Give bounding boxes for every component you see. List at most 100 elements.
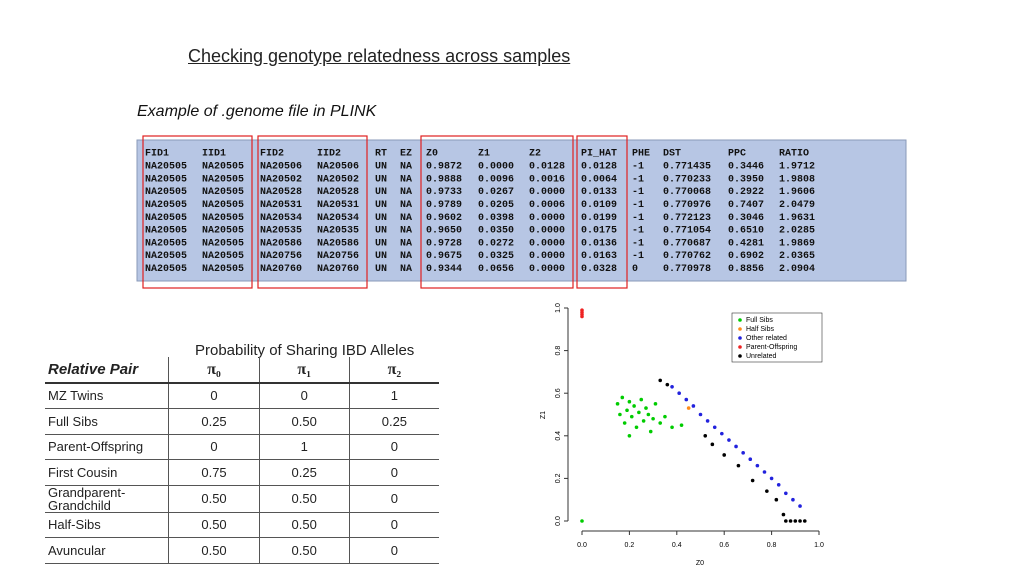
cell: UN — [375, 200, 387, 211]
cell: NA — [400, 264, 412, 275]
point — [712, 425, 717, 430]
cell: 0.6510 — [728, 226, 764, 237]
point — [765, 489, 769, 493]
point — [625, 408, 629, 413]
point — [665, 382, 670, 387]
highlight-box — [576, 135, 628, 289]
cell: NA20505 — [145, 200, 187, 211]
cell: 0.25 — [348, 408, 439, 435]
cell: 0.9728 — [426, 238, 462, 249]
point — [670, 425, 674, 430]
cell: NA — [400, 238, 412, 249]
cell: 1.9808 — [779, 174, 815, 185]
cell: 0.0272 — [478, 238, 514, 249]
cell: NA20505 — [145, 264, 187, 275]
cell: 0.0000 — [529, 187, 565, 198]
point — [788, 519, 793, 523]
header-cell: Z1 — [478, 149, 490, 160]
point — [679, 423, 684, 427]
point — [653, 402, 658, 406]
y-axis-label: Z1 — [540, 411, 547, 419]
cell: 2.0479 — [779, 200, 815, 211]
cell: 1 — [348, 382, 439, 409]
cell: UN — [375, 213, 387, 224]
scatter-chart: 0.0 0.2 0.4 0.6 0.8 1.0 0.0 0.2 0.4 0.6 0.8 1.0 Z0 Z1… — [540, 303, 824, 567]
header-cell: IID2 — [317, 149, 341, 160]
cell: 1.9631 — [779, 213, 815, 224]
cell: NA20505 — [202, 174, 244, 185]
x-tick-label: 0.2 — [625, 542, 635, 549]
cell: 0.50 — [168, 485, 260, 513]
point — [741, 451, 745, 455]
x-tick-label: 1.0 — [814, 542, 824, 549]
cell: NA20535 — [317, 226, 359, 237]
cell: 0.0000 — [529, 226, 565, 237]
cell: 0 — [348, 485, 439, 513]
genome-table: FID1 IID1 FID2 IID2 RT EZ Z0 Z1 Z2 PI_HAT PHE DST PP… — [136, 135, 907, 289]
point — [776, 482, 781, 487]
point — [703, 434, 708, 438]
cell: 0.50 — [258, 512, 350, 538]
cell: 0.9888 — [426, 174, 462, 185]
highlight-box — [257, 135, 368, 289]
cell: UN — [375, 251, 387, 262]
cell: 1.9869 — [779, 238, 815, 249]
cell: 0 — [632, 264, 638, 275]
cell: UN — [375, 187, 387, 198]
cell: 0 — [168, 434, 260, 460]
cell: 0.0000 — [529, 264, 565, 275]
point — [781, 512, 786, 517]
header-cell: RATIO — [779, 149, 809, 160]
header-cell: π₂ — [348, 357, 439, 384]
cell: 1.9712 — [779, 162, 815, 173]
cell: 0.770687 — [663, 238, 711, 249]
cell: 0.0000 — [529, 251, 565, 262]
cell: 0.9789 — [426, 200, 462, 211]
cell: NA20535 — [260, 226, 302, 237]
header-cell: FID1 — [145, 149, 169, 160]
point — [627, 434, 632, 438]
point — [646, 412, 651, 417]
y-tick-label: 1.0 — [555, 303, 562, 313]
header-cell: π₁ — [258, 357, 350, 384]
legend-marker — [738, 345, 742, 349]
cell: 0.0128 — [529, 162, 565, 173]
point — [670, 385, 674, 389]
point — [736, 463, 741, 468]
cell: 0.0000 — [529, 213, 565, 224]
header-cell: Z0 — [426, 149, 438, 160]
cell: 0.0325 — [478, 251, 514, 262]
point — [798, 519, 802, 523]
cell: 0.3950 — [728, 174, 764, 185]
cell: -1 — [632, 251, 644, 262]
cell: 1 — [258, 434, 350, 460]
row: Grandparent-Grandchild 0.50 0.50 0 — [45, 485, 439, 513]
cell: -1 — [632, 238, 644, 249]
point — [798, 504, 802, 508]
cell: 0.9733 — [426, 187, 462, 198]
cell: 0.9872 — [426, 162, 462, 173]
point — [710, 442, 715, 447]
x-tick-label: 0.8 — [767, 542, 777, 549]
cell: NA20586 — [260, 238, 302, 249]
point — [618, 412, 622, 417]
slide-subtitle: Example of .genome file in PLINK — [137, 103, 377, 120]
cell: NA20505 — [202, 264, 244, 275]
cell: NA20505 — [202, 200, 244, 211]
cell: 0.3446 — [728, 162, 764, 173]
cell: NA — [400, 200, 412, 211]
point — [663, 414, 667, 419]
row: Full Sibs 0.25 0.50 0.25 — [45, 408, 439, 435]
cell: 0.7407 — [728, 200, 764, 211]
y-tick-label: 0.2 — [555, 473, 562, 483]
cell: 0.0109 — [581, 200, 617, 211]
legend-label: Parent-Offspring — [746, 344, 797, 351]
cell: NA — [400, 162, 412, 173]
cell: 0.2922 — [728, 187, 764, 198]
y-tick-label: 0.6 — [555, 388, 562, 398]
cell: NA20505 — [202, 162, 244, 173]
cell: NA20505 — [145, 174, 187, 185]
cell: 0.8856 — [728, 264, 764, 275]
cell: Half-Sibs — [45, 512, 169, 538]
cell: 0 — [348, 434, 439, 460]
